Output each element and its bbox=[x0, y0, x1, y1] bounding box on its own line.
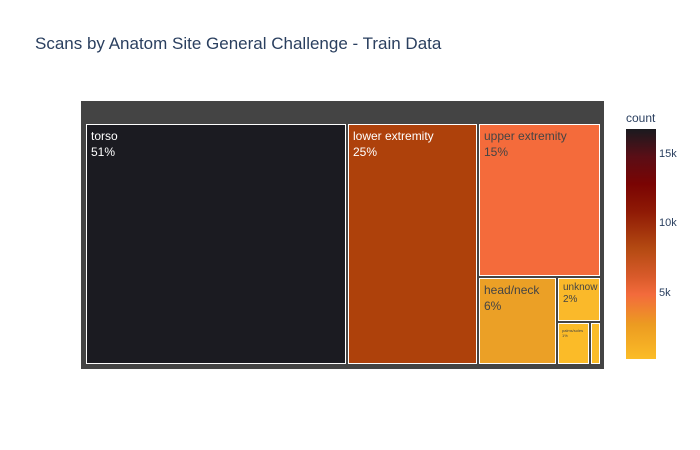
tile-percent: 51% bbox=[91, 145, 116, 159]
tile-percent: 2% bbox=[563, 294, 578, 305]
tile-percent: 15% bbox=[484, 145, 509, 159]
tile-percent: 6% bbox=[484, 299, 502, 313]
tile-percent: 1% bbox=[562, 333, 568, 338]
tile-palms-soles[interactable]: palms/soles 1% bbox=[558, 323, 589, 364]
treemap-panel: torso 51% lower extremity 25% upper extr… bbox=[81, 101, 604, 369]
chart-title: Scans by Anatom Site General Challenge -… bbox=[35, 34, 442, 53]
tile-oral-genital[interactable] bbox=[591, 323, 600, 364]
tile-upper-extremity[interactable]: upper extremity 15% bbox=[479, 124, 600, 276]
colorbar-title: count bbox=[626, 111, 656, 125]
tile-head-neck[interactable]: head/neck 6% bbox=[479, 278, 556, 364]
tile-label: palms/soles bbox=[562, 328, 584, 333]
colorbar-tick-5k: 5k bbox=[659, 287, 671, 299]
colorbar-tick-10k: 10k bbox=[659, 217, 677, 229]
tile-label: torso bbox=[91, 129, 118, 143]
tile-lower-extremity[interactable]: lower extremity 25% bbox=[348, 124, 477, 364]
tile-label: upper extremity bbox=[484, 129, 567, 143]
tile-label: lower extremity bbox=[353, 129, 434, 143]
tile-percent: 25% bbox=[353, 145, 378, 159]
tile-label: unknow bbox=[563, 282, 598, 293]
tile-label: head/neck bbox=[484, 283, 540, 297]
colorbar bbox=[626, 129, 656, 359]
tile-unknow[interactable]: unknow 2% bbox=[558, 278, 600, 321]
colorbar-tick-15k: 15k bbox=[659, 148, 677, 160]
tile-torso[interactable]: torso 51% bbox=[86, 124, 346, 364]
